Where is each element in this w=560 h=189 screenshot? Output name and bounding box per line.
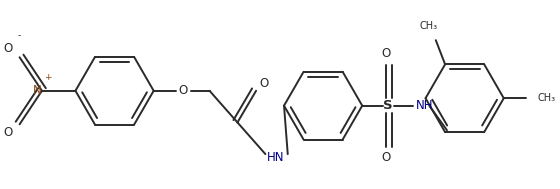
Text: $\mathregular{O}$: $\mathregular{O}$ [3,126,14,139]
Text: NH: NH [416,99,434,112]
Text: $\mathregular{N}$: $\mathregular{N}$ [32,84,42,97]
Text: +: + [44,73,52,82]
Text: CH₃: CH₃ [537,93,556,103]
Text: S: S [384,99,393,112]
Text: O: O [179,84,188,97]
Text: O: O [259,77,268,90]
Text: O: O [382,151,391,164]
Text: CH₃: CH₃ [419,21,437,31]
Text: -: - [18,32,21,40]
Text: $\mathregular{O}$: $\mathregular{O}$ [3,42,14,55]
Text: HN: HN [267,151,284,164]
Text: O: O [382,47,391,60]
